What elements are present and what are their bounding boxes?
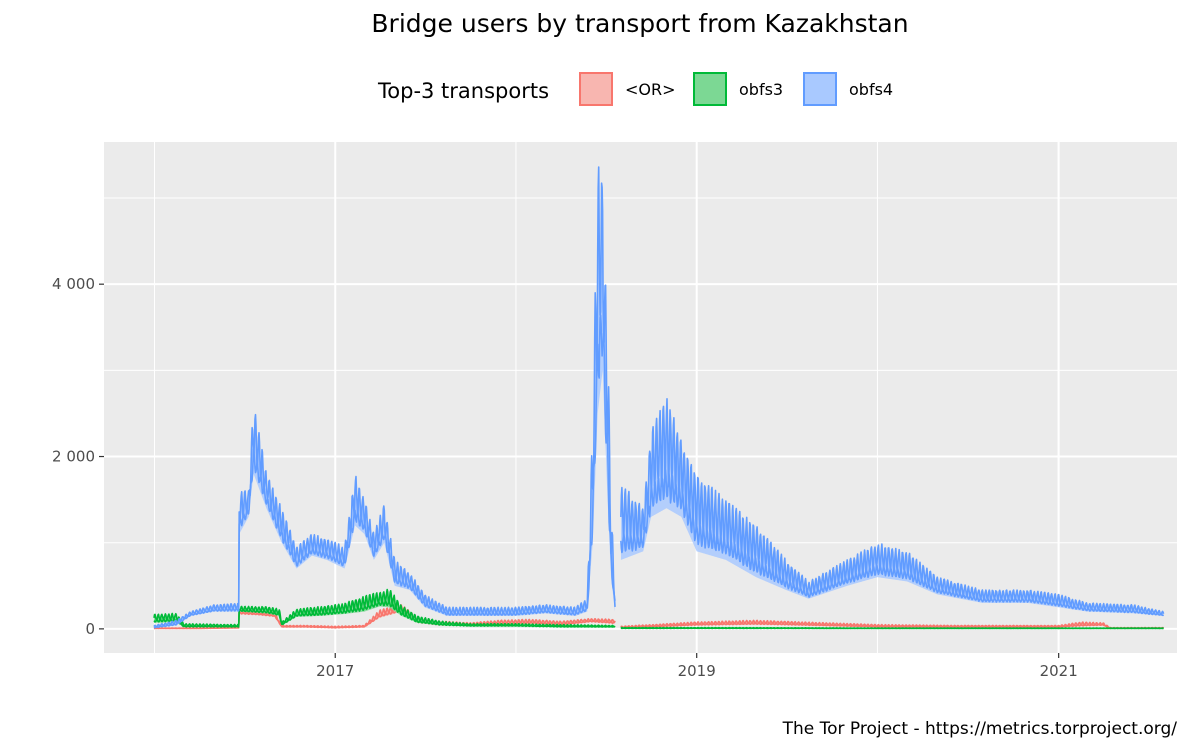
legend-swatch (803, 72, 837, 106)
y-tick-label: 0 (85, 620, 95, 638)
series-layer (153, 166, 1165, 630)
series-line-upper (620, 397, 1165, 615)
series-line-lower (620, 469, 1165, 617)
series-line-lower (153, 599, 616, 628)
series-ribbon (154, 166, 615, 629)
x-tick-label: 2017 (316, 662, 354, 680)
chart-title: Bridge users by transport from Kazakhsta… (371, 9, 908, 38)
x-tick-label: 2019 (678, 662, 716, 680)
x-tick-label: 2021 (1040, 662, 1078, 680)
series-line-lower (620, 622, 1164, 630)
legend-label: obfs3 (739, 80, 783, 99)
legend-label: obfs4 (849, 80, 893, 99)
plot-panel (104, 142, 1177, 653)
y-axis: 0 2 000 4 000 (52, 275, 104, 638)
legend-label: <OR> (625, 80, 676, 99)
series-obfs3 (153, 588, 1164, 630)
legend-title: Top-3 transports (377, 79, 549, 103)
legend-item: <OR> (579, 72, 676, 106)
series-line-lower (153, 608, 616, 630)
y-tick-label: 4 000 (52, 275, 95, 293)
legend-swatch (579, 72, 613, 106)
series-line-upper (620, 619, 1165, 630)
legend: Top-3 transports <OR> obfs3 obfs4 (377, 72, 893, 106)
series-line-lower (153, 314, 616, 629)
y-tick-label: 2 000 (52, 448, 95, 466)
chart-caption: The Tor Project - https://metrics.torpro… (782, 719, 1178, 739)
legend-item: obfs4 (803, 72, 893, 106)
x-axis: 2017 2019 2021 (316, 653, 1078, 680)
legend-item: obfs3 (693, 72, 783, 106)
series-obfs4 (153, 166, 1165, 629)
legend-swatch (693, 72, 727, 106)
